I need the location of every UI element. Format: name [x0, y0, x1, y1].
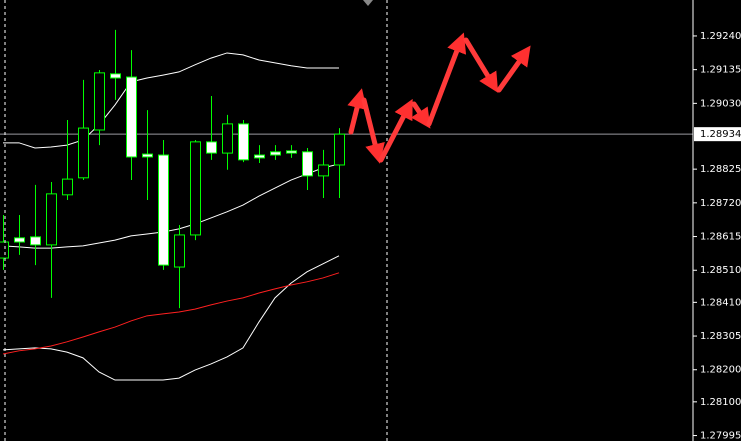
arrow — [496, 45, 531, 93]
candle-body — [286, 150, 297, 154]
y-tick-label: 1.28410 — [700, 297, 741, 308]
candle-body — [302, 151, 313, 177]
candle-body — [14, 237, 25, 243]
candle-body — [174, 234, 185, 268]
candle-body — [334, 133, 345, 166]
y-tick-label: 1.29240 — [700, 31, 741, 42]
y-tick-label: 1.29030 — [700, 98, 741, 109]
candle-body — [78, 127, 89, 179]
shift-marker — [363, 0, 373, 6]
candle-body — [190, 141, 201, 236]
candle-body — [142, 153, 153, 158]
forecast-arrows — [347, 32, 531, 164]
candle-body — [270, 151, 281, 156]
candle-body — [254, 154, 265, 159]
candle-body — [158, 154, 169, 266]
candle-body — [62, 178, 73, 196]
indicator-line — [3, 52, 339, 149]
price-axis: 1.29240 1.29135 1.29030 1.28825 1.28720 1.286… — [693, 31, 741, 441]
candle-body — [46, 193, 57, 246]
candle-body — [222, 123, 233, 154]
y-tick-label: 1.28720 — [700, 198, 741, 209]
y-tick-label: 1.28615 — [700, 232, 741, 243]
y-tick-label: 1.28200 — [700, 365, 741, 376]
candle-body — [318, 164, 329, 177]
y-tick-label: 1.29135 — [700, 65, 741, 76]
arrow — [378, 98, 413, 163]
arrow — [463, 37, 499, 93]
candle-body — [238, 123, 249, 161]
y-tick-label: 1.28510 — [700, 265, 741, 276]
candle-body — [126, 76, 137, 158]
y-tick-label: 1.28100 — [700, 397, 741, 408]
current-price-box — [694, 127, 741, 142]
arrow — [411, 101, 431, 129]
candle-body — [206, 141, 217, 154]
indicator-line — [2, 255, 340, 381]
candle-body — [94, 72, 105, 131]
candle-body — [110, 73, 121, 79]
plot-area — [0, 29, 693, 381]
arrow — [426, 32, 467, 127]
y-tick-label: 1.28825 — [700, 164, 741, 175]
arrow — [361, 97, 385, 164]
indicator-line — [2, 272, 340, 355]
arrow — [347, 88, 367, 135]
candle-body — [0, 241, 9, 259]
y-tick-label: 1.28305 — [700, 331, 741, 342]
y-tick-label: 1.27995 — [700, 431, 741, 441]
indicator-line — [2, 163, 340, 249]
current-price-label: 1.28934 — [700, 129, 741, 140]
candle-body — [30, 236, 41, 246]
